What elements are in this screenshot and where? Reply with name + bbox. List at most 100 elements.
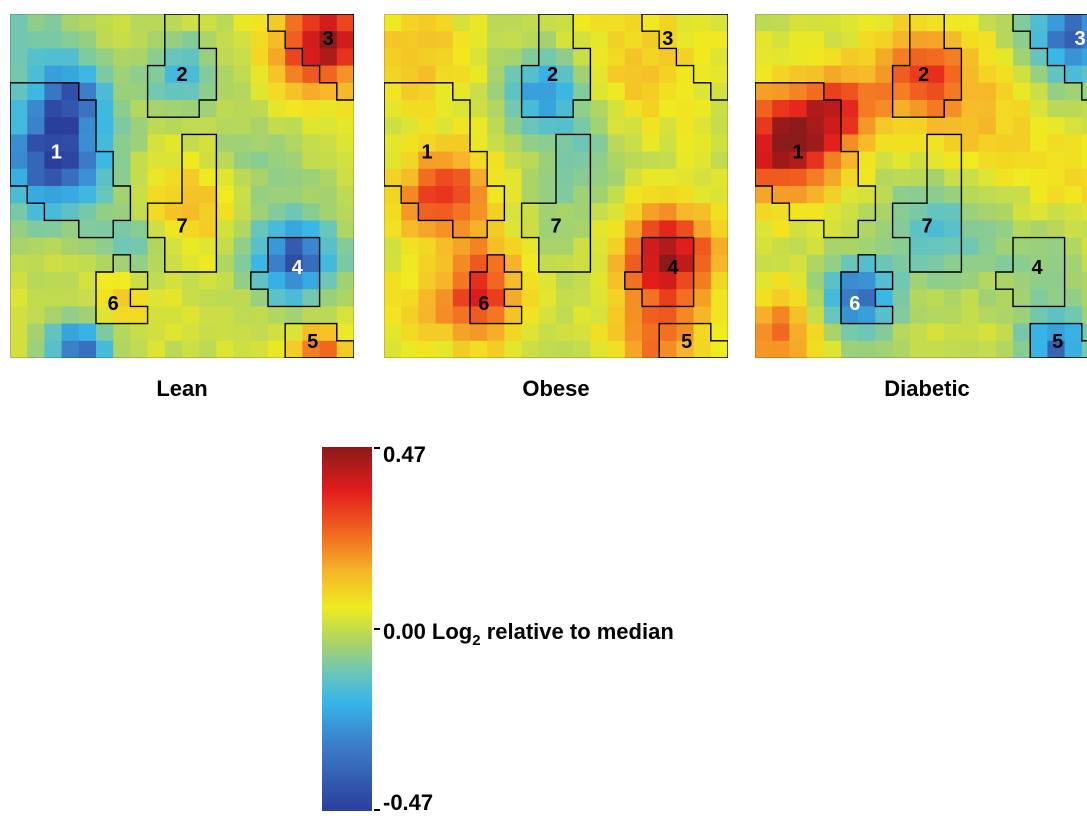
heatmap-cell [676,134,694,152]
heatmap-cell [79,186,97,204]
heatmap-cell [79,83,97,101]
heatmap-cell [337,272,354,290]
heatmap-cell [418,272,436,290]
heatmap-cell [10,83,28,101]
heatmap-cell [1013,134,1031,152]
heatmap-cell [182,186,200,204]
heatmap-cell [10,203,28,221]
heatmap-cell [320,100,338,118]
heatmap-cell [927,272,945,290]
heatmap-cell [789,66,807,84]
heatmap-cell [384,289,402,307]
heatmap-cell [62,117,80,135]
heatmap-cell [927,117,945,135]
heatmap-cell [875,289,893,307]
heatmap-cell [893,272,911,290]
heatmap-cell [418,324,436,342]
heatmap-cell [676,306,694,324]
heatmap-cell [96,134,114,152]
heatmap-cell [216,117,234,135]
heatmap-cell [1013,289,1031,307]
heatmap-cell [979,14,997,32]
colorbar-mid-subscript: 2 [472,632,480,649]
heatmap-cell [522,169,540,187]
heatmap-cell [1013,341,1031,358]
heatmap-cell [96,186,114,204]
heatmap-cell [996,238,1014,256]
heatmap-cell [10,66,28,84]
heatmap-cell [676,203,694,221]
heatmap-cell [320,272,338,290]
heatmap-cell [10,14,28,32]
heatmap-cell [824,289,842,307]
heatmap-cell [694,186,712,204]
heatmap-cell [62,100,80,118]
heatmap-cell [910,100,928,118]
heatmap-cell [755,134,773,152]
heatmap-cell [148,14,166,32]
heatmap-cell [659,100,677,118]
heatmap-cell [470,66,488,84]
heatmap-cell [711,272,728,290]
heatmap-cell [199,169,217,187]
heatmap-cell [418,83,436,101]
heatmap-cell [234,169,252,187]
heatmap-cell [608,117,626,135]
heatmap-cell [755,203,773,221]
heatmap-cell [522,152,540,170]
heatmap-cell [199,186,217,204]
heatmap-cell [130,66,148,84]
heatmap-cell [1030,341,1048,358]
heatmap-cell [130,117,148,135]
heatmap-cell [910,169,928,187]
heatmap-cell [944,255,962,273]
heatmap-cell [79,289,97,307]
heatmap-cell [79,341,97,358]
heatmap-cell [401,238,419,256]
heatmap-cell [234,100,252,118]
heatmap-cell [302,152,320,170]
heatmap-cell [556,306,574,324]
heatmap-cell [789,203,807,221]
heatmap-cell [251,152,269,170]
colorbar-mid-label: 0.00 Log2 relative to median [383,619,674,645]
heatmap-cell [470,100,488,118]
heatmap-cell [27,255,45,273]
heatmap-cell [418,100,436,118]
heatmap-cell [522,48,540,66]
heatmap-cell [522,238,540,256]
heatmap-cell [642,66,660,84]
heatmap-cell [285,203,303,221]
heatmap-cell [893,324,911,342]
heatmap-cell [182,100,200,118]
heatmap-cell [642,341,660,358]
heatmap-cell [556,324,574,342]
heatmap-cell [772,134,790,152]
heatmap-cell [573,186,591,204]
heatmap-cell [285,66,303,84]
heatmap-cell [659,220,677,238]
heatmap-cell [216,306,234,324]
heatmap-cell [10,255,28,273]
heatmap-cell [961,238,979,256]
heatmap-cell [320,48,338,66]
heatmap-cell [961,341,979,358]
heatmap-cell [858,203,876,221]
heatmap-cell [62,48,80,66]
heatmap-cell [418,220,436,238]
heatmap-cell [27,186,45,204]
heatmap-cell [961,186,979,204]
heatmap-cell [504,220,522,238]
heatmap-cell [539,134,557,152]
heatmap-cell [165,272,183,290]
heatmap-cell [944,306,962,324]
heatmap-cell [62,169,80,187]
heatmap-cell [1082,66,1087,84]
heatmap-cell [1030,66,1048,84]
heatmap-cell [841,152,859,170]
heatmap-cell [573,117,591,135]
heatmap-cell [676,14,694,32]
heatmap-cell [384,100,402,118]
heatmap-cell [858,31,876,49]
